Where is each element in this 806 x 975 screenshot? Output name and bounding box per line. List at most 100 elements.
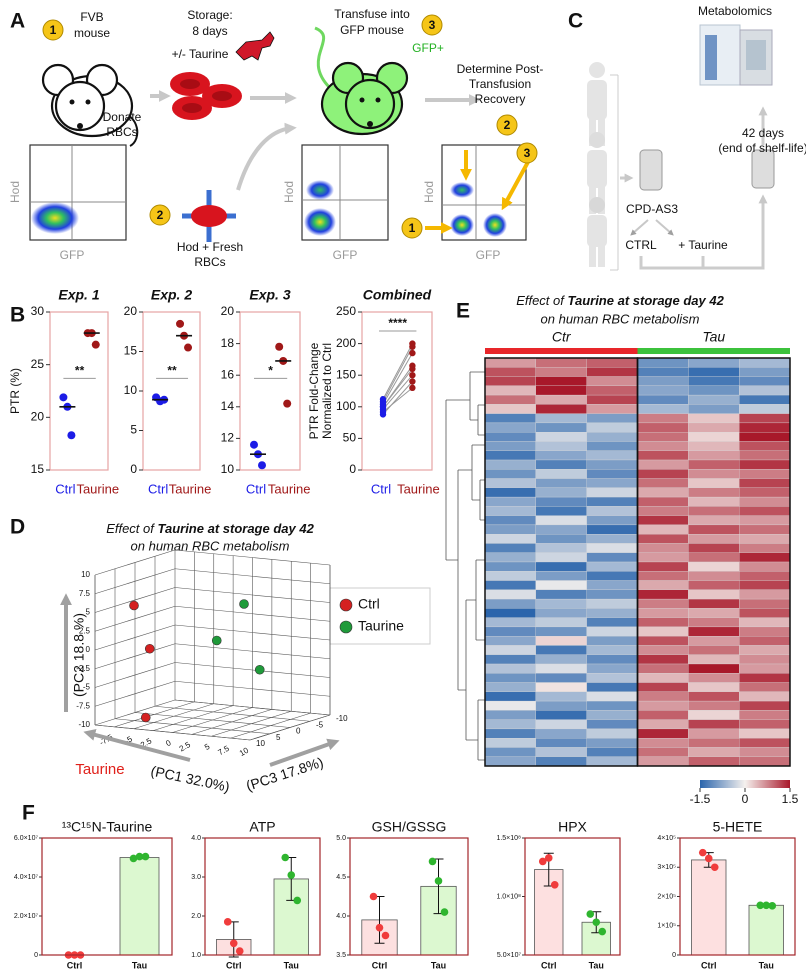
label: CPD-AS3 bbox=[626, 202, 678, 216]
x-tick-label: Ctrl bbox=[148, 481, 168, 496]
heatmap-cell bbox=[586, 571, 638, 581]
label: GFP+ bbox=[412, 41, 444, 55]
y-tick-label: 6.0×10⁷ bbox=[14, 835, 39, 842]
x-tick-label: -5 bbox=[316, 720, 324, 729]
y-tick-label: 3×10⁵ bbox=[657, 864, 676, 871]
chart-title: GSH/GSSG bbox=[372, 819, 447, 835]
heatmap-cell bbox=[688, 404, 740, 414]
panel-label: D bbox=[10, 516, 25, 539]
heatmap-cell bbox=[535, 524, 587, 535]
heatmap-cell bbox=[739, 645, 791, 655]
heatmap-cell bbox=[535, 404, 587, 414]
pair-line bbox=[382, 368, 413, 408]
heatmap-cell bbox=[535, 432, 587, 442]
heatmap-cell bbox=[637, 404, 689, 414]
legend-marker bbox=[339, 620, 353, 634]
heatmap-cell bbox=[586, 534, 638, 544]
heatmap-cell bbox=[484, 534, 536, 544]
heatmap-cell bbox=[586, 580, 638, 590]
heatmap-cell bbox=[535, 394, 587, 405]
x-tick-label: Ctrl bbox=[246, 481, 266, 496]
heatmap-cell bbox=[535, 450, 587, 461]
significance: ** bbox=[75, 364, 85, 378]
heatmap-cell bbox=[739, 589, 791, 600]
y-tick-label: 15 bbox=[31, 462, 45, 476]
title-part: Taurine at storage day 42 bbox=[568, 293, 725, 308]
heatmap-cell bbox=[637, 691, 689, 702]
y-tick-label: 0 bbox=[349, 462, 356, 476]
heatmap-cell bbox=[484, 598, 536, 609]
plot-frame bbox=[524, 837, 621, 956]
heatmap-cell bbox=[739, 404, 791, 414]
label: Storage: bbox=[187, 8, 232, 22]
heatmap-cell bbox=[637, 367, 689, 377]
heatmap-cell bbox=[688, 636, 740, 646]
heatmap-cell bbox=[586, 441, 638, 451]
bar bbox=[119, 857, 160, 956]
heatmap-cell bbox=[688, 376, 740, 386]
heatmap-cell bbox=[637, 580, 689, 590]
heatmap-cell bbox=[739, 608, 791, 618]
rbc-cross-icon bbox=[182, 190, 236, 242]
heatmap-cell bbox=[535, 636, 587, 646]
dendrogram bbox=[445, 371, 485, 761]
y-axis-label: PTR Fold-Change bbox=[307, 342, 321, 439]
heatmap-cell bbox=[484, 756, 536, 767]
heatmap-cell bbox=[739, 469, 791, 479]
data-point bbox=[379, 403, 387, 410]
heatmap-cell bbox=[637, 756, 689, 767]
heatmap-cell bbox=[688, 552, 740, 563]
label: Transfusion bbox=[469, 77, 531, 91]
heatmap-cell bbox=[739, 413, 791, 424]
heatmap-cell bbox=[484, 700, 536, 711]
arrow bbox=[236, 122, 297, 191]
heatmap-cell bbox=[586, 422, 638, 433]
heatmap-cell bbox=[586, 478, 638, 488]
data-point bbox=[140, 712, 151, 723]
data-point bbox=[129, 854, 138, 863]
heatmap-cell bbox=[484, 487, 536, 498]
heatmap-cell bbox=[637, 515, 689, 526]
title-part: Effect of bbox=[516, 293, 567, 308]
significance: * bbox=[268, 364, 273, 378]
y-tick-label: 20 bbox=[221, 304, 235, 318]
heatmap-cell bbox=[739, 691, 791, 702]
heatmap-cell bbox=[739, 422, 791, 433]
bull-icon bbox=[235, 31, 275, 61]
chart-title: HPX bbox=[558, 819, 587, 835]
heatmap-cell bbox=[484, 367, 536, 377]
y-tick-label: 5 bbox=[130, 423, 137, 437]
bar bbox=[691, 859, 727, 956]
heatmap-cell bbox=[484, 636, 536, 646]
heatmap-cell bbox=[586, 496, 638, 507]
heatmap-cell bbox=[688, 673, 740, 683]
chart-title: Exp. 1 bbox=[58, 287, 99, 303]
heatmap-cell bbox=[688, 534, 740, 544]
data-point bbox=[293, 896, 302, 905]
y-tick-label: 2.0 bbox=[191, 913, 201, 920]
group-label: Tau bbox=[702, 329, 725, 345]
annotation: Taurine bbox=[75, 761, 124, 778]
heatmap-cell bbox=[688, 691, 740, 702]
heatmap-cell bbox=[535, 413, 587, 424]
data-point bbox=[550, 881, 559, 889]
badge-text: 3 bbox=[429, 18, 436, 32]
heatmap-cell bbox=[688, 654, 740, 665]
colorbar bbox=[700, 780, 790, 788]
data-point bbox=[592, 918, 601, 927]
data-point bbox=[67, 431, 76, 440]
data-point bbox=[135, 852, 144, 861]
heatmap-cell bbox=[739, 357, 791, 368]
data-point bbox=[211, 635, 222, 646]
heatmap-cell bbox=[637, 487, 689, 498]
chart-title: ATP bbox=[249, 819, 275, 835]
y-tick-label: 20 bbox=[31, 410, 45, 424]
pair-line bbox=[382, 381, 413, 415]
heatmap-cell bbox=[586, 636, 638, 646]
heatmap-cell bbox=[586, 413, 638, 424]
heatmap-cell bbox=[484, 469, 536, 479]
heatmap-cell bbox=[484, 543, 536, 553]
heatmap-cell bbox=[535, 422, 587, 433]
y-tick-label: 3.5 bbox=[336, 952, 346, 959]
legend-box bbox=[329, 587, 431, 645]
